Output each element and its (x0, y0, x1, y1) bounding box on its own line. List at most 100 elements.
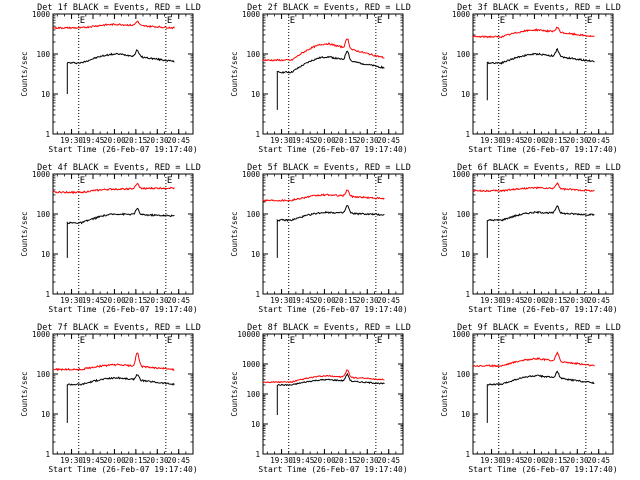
y-tick-label: 10 (251, 420, 261, 429)
events-series-line (66, 207, 175, 258)
x-tick-label: 19:30 (480, 456, 503, 465)
plot-frame (472, 173, 614, 295)
event-marker-label: E (500, 16, 505, 26)
x-tick-label: 20:30 (356, 296, 379, 305)
y-axis-label: Counts/sec (20, 371, 29, 416)
x-tick-label: 19:30 (60, 296, 83, 305)
x-tick-label: 20:45 (167, 136, 190, 145)
panel-7: Det 7f BLACK = Events, RED = LLD 1 10 100 10… (20, 323, 201, 474)
y-tick-label: 100 (456, 370, 470, 379)
panel-title: Det 3f BLACK = Events, RED = LLD (457, 3, 621, 13)
event-marker-label: E (290, 176, 295, 186)
x-tick-label: 20:15 (125, 296, 148, 305)
x-tick-label: 19:45 (82, 456, 105, 465)
x-axis-label: Start Time (26-Feb-07 19:17:40) (468, 305, 617, 314)
y-tick-label: 1000 (452, 330, 471, 339)
x-tick-label: 20:15 (545, 456, 568, 465)
x-tick-label: 19:45 (502, 456, 525, 465)
y-axis-label: Counts/sec (20, 51, 29, 96)
x-tick-label: 19:45 (292, 296, 315, 305)
y-tick-label: 1 (465, 290, 470, 299)
plot-frame (52, 173, 194, 295)
x-tick-label: 20:45 (377, 136, 400, 145)
event-marker-label: E (80, 176, 85, 186)
x-axis-label: Start Time (26-Feb-07 19:17:40) (258, 145, 407, 154)
panel-title: Det 2f BLACK = Events, RED = LLD (247, 3, 411, 13)
x-tick-label: 20:30 (566, 136, 589, 145)
event-marker-label: E (500, 336, 505, 346)
y-tick-label: 100 (246, 210, 260, 219)
x-tick-label: 20:30 (146, 136, 169, 145)
events-series-line (66, 373, 175, 423)
x-tick-label: 19:30 (60, 456, 83, 465)
y-tick-label: 1000 (242, 170, 261, 179)
y-tick-label: 100 (246, 390, 260, 399)
y-tick-label: 1 (45, 450, 50, 459)
x-tick-label: 19:30 (60, 136, 83, 145)
y-tick-label: 1000 (452, 170, 471, 179)
y-tick-label: 100 (36, 50, 50, 59)
x-tick-label: 20:45 (377, 296, 400, 305)
y-tick-label: 1000 (32, 170, 51, 179)
x-tick-label: 19:30 (480, 296, 503, 305)
x-tick-label: 19:45 (82, 136, 105, 145)
x-tick-label: 20:15 (335, 136, 358, 145)
y-tick-label: 10000 (237, 330, 260, 339)
x-tick-label: 20:00 (523, 456, 546, 465)
x-tick-label: 20:45 (167, 456, 190, 465)
x-tick-label: 19:45 (82, 296, 105, 305)
x-tick-label: 20:45 (587, 136, 610, 145)
y-tick-label: 10 (461, 90, 471, 99)
y-tick-label: 10 (41, 250, 51, 259)
y-tick-label: 10 (461, 250, 471, 259)
panel-title: Det 9f BLACK = Events, RED = LLD (457, 323, 621, 333)
y-axis-label: Counts/sec (230, 211, 239, 256)
y-axis-label: Counts/sec (440, 371, 449, 416)
y-tick-label: 100 (36, 210, 50, 219)
y-tick-label: 10 (41, 410, 51, 419)
plot-frame (262, 13, 404, 135)
x-tick-label: 19:30 (480, 136, 503, 145)
x-tick-label: 20:00 (313, 136, 336, 145)
panel-1: Det 1f BLACK = Events, RED = LLD 1 10 100 10… (20, 3, 201, 154)
event-marker-label: E (587, 16, 592, 26)
x-tick-label: 20:00 (103, 136, 126, 145)
panel-9: Det 9f BLACK = Events, RED = LLD 1 10 100 10… (440, 323, 621, 474)
event-marker-label: E (377, 16, 382, 26)
panel-title: Det 4f BLACK = Events, RED = LLD (37, 163, 201, 173)
y-tick-label: 1 (45, 130, 50, 139)
events-series-line (276, 372, 385, 415)
event-marker-label: E (167, 336, 172, 346)
y-tick-label: 1 (255, 130, 260, 139)
x-tick-label: 19:30 (270, 296, 293, 305)
panel-2: Det 2f BLACK = Events, RED = LLD 1 10 100 10… (230, 3, 411, 154)
x-tick-label: 20:15 (335, 296, 358, 305)
x-tick-label: 20:00 (103, 296, 126, 305)
lld-series-line (262, 369, 385, 384)
event-marker-label: E (377, 176, 382, 186)
event-marker-label: E (377, 336, 382, 346)
x-tick-label: 20:45 (587, 456, 610, 465)
event-marker-label: E (80, 336, 85, 346)
x-tick-label: 20:15 (335, 456, 358, 465)
y-tick-label: 100 (246, 50, 260, 59)
plot-frame (472, 333, 614, 455)
events-series-line (276, 205, 385, 258)
lld-series-line (52, 352, 175, 372)
events-series-line (276, 50, 385, 110)
y-axis-label: Counts/sec (230, 371, 239, 416)
panel-title: Det 5f BLACK = Events, RED = LLD (247, 163, 411, 173)
x-tick-label: 20:30 (356, 136, 379, 145)
plot-frame (262, 173, 404, 295)
x-tick-label: 19:45 (502, 136, 525, 145)
x-tick-label: 20:30 (566, 456, 589, 465)
x-tick-label: 20:30 (356, 456, 379, 465)
y-tick-label: 1 (255, 450, 260, 459)
y-tick-label: 1000 (452, 10, 471, 19)
x-tick-label: 20:15 (125, 456, 148, 465)
panel-4: Det 4f BLACK = Events, RED = LLD 1 10 100 10… (20, 163, 201, 314)
event-marker-label: E (290, 16, 295, 26)
plot-frame (472, 13, 614, 135)
x-tick-label: 20:15 (125, 136, 148, 145)
